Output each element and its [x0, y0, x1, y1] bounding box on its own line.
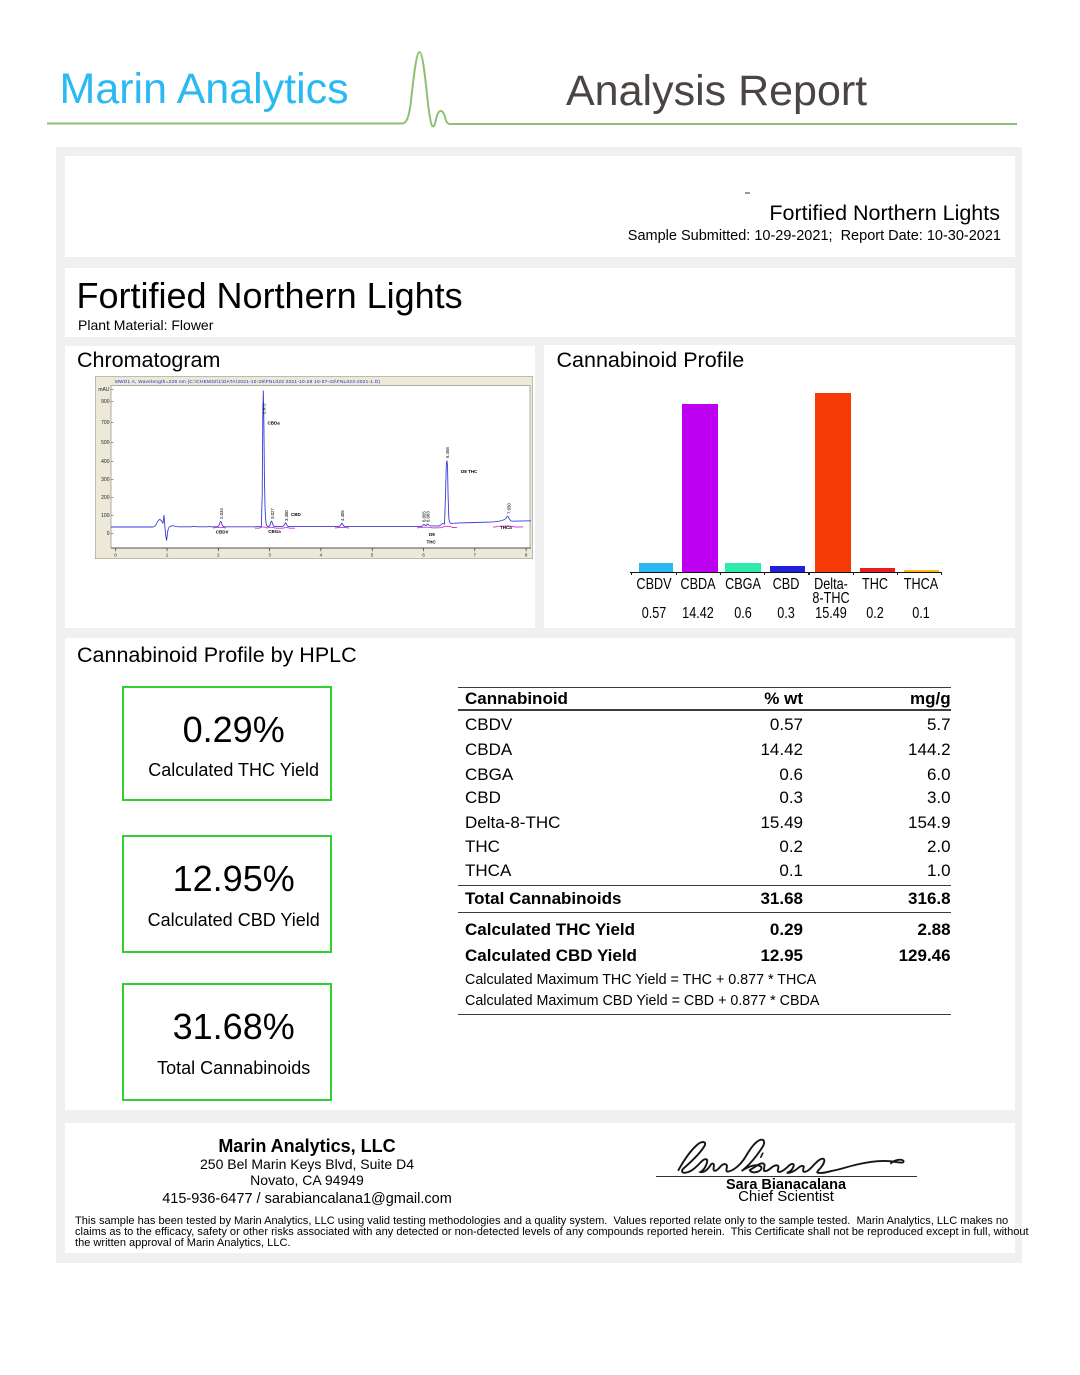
svg-text:400: 400: [101, 459, 110, 465]
svg-text:1: 1: [166, 553, 169, 558]
svg-text:3.027: 3.027: [270, 508, 275, 519]
svg-text:CBDV: CBDV: [216, 530, 229, 535]
svg-text:300: 300: [101, 477, 110, 483]
svg-text:0: 0: [107, 531, 110, 537]
svg-text:0: 0: [114, 553, 117, 558]
svg-text:D9: D9: [429, 532, 435, 537]
svg-text:6.458: 6.458: [445, 447, 450, 458]
svg-text:2.872: 2.872: [262, 403, 267, 414]
svg-text:CBD: CBD: [291, 512, 301, 517]
svg-text:100: 100: [101, 513, 110, 519]
svg-text:700: 700: [101, 420, 110, 426]
svg-text:mAU: mAU: [98, 387, 110, 393]
svg-text:CBDa: CBDa: [268, 421, 281, 426]
svg-text:4: 4: [320, 553, 323, 558]
svg-text:6.065: 6.065: [422, 511, 427, 522]
svg-text:200: 200: [101, 495, 110, 501]
svg-text:4.405: 4.405: [340, 510, 345, 521]
svg-text:D8 THC: D8 THC: [461, 469, 478, 474]
svg-text:8: 8: [525, 553, 528, 558]
svg-text:900: 900: [101, 399, 110, 405]
svg-text:THCa: THCa: [500, 525, 512, 530]
svg-text:6: 6: [422, 553, 425, 558]
svg-text:MWD1 A, Wavelength=228 nm (C:\: MWD1 A, Wavelength=228 nm (C:\CHEM32\1\D…: [115, 379, 380, 384]
svg-text:2: 2: [217, 553, 220, 558]
svg-text:2.034: 2.034: [219, 508, 224, 519]
svg-text:3.300: 3.300: [284, 510, 289, 521]
svg-text:500: 500: [101, 440, 110, 446]
svg-text:7.650: 7.650: [507, 503, 512, 514]
svg-text:6.083: 6.083: [426, 511, 431, 522]
svg-text:7: 7: [474, 553, 477, 558]
svg-text:THC: THC: [427, 540, 437, 545]
svg-text:5: 5: [371, 553, 374, 558]
svg-text:3: 3: [268, 553, 271, 558]
svg-text:CBGa: CBGa: [268, 529, 281, 534]
